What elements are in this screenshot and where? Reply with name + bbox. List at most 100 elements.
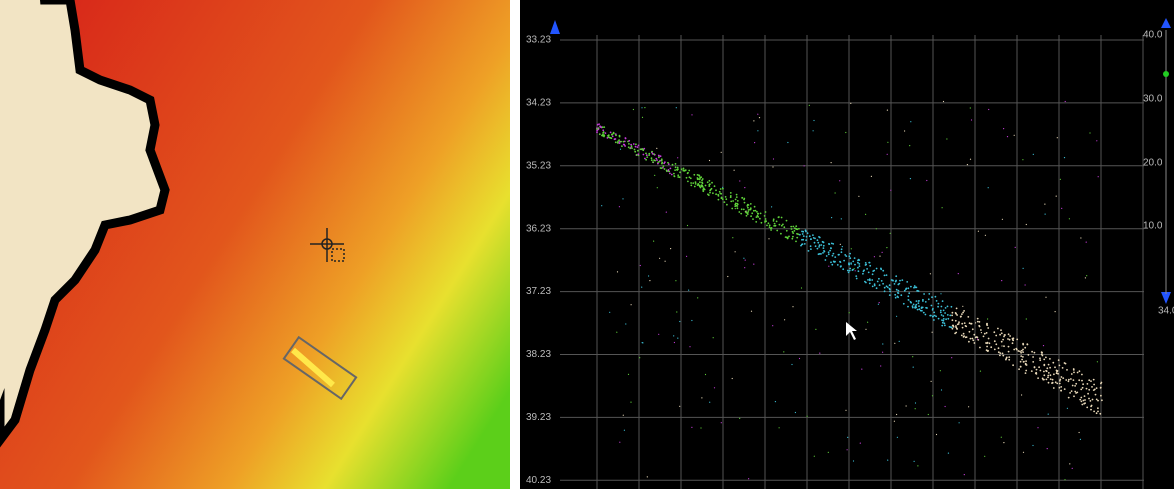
sounding-point (617, 142, 619, 144)
sounding-point (901, 279, 903, 281)
noise-point (851, 264, 852, 265)
sounding-point (1093, 411, 1095, 413)
sounding-point (894, 294, 896, 296)
noise-point (948, 453, 949, 454)
sounding-point (1012, 364, 1014, 366)
sounding-point (971, 323, 973, 325)
sounding-point (938, 318, 940, 320)
sounding-point (786, 220, 788, 222)
noise-point (910, 178, 911, 179)
sounding-point (952, 325, 954, 327)
sounding-point (895, 280, 897, 282)
sounding-point (947, 314, 949, 316)
noise-point (858, 196, 859, 197)
sounding-point (1052, 362, 1054, 364)
sounding-point (749, 209, 751, 211)
sounding-point (1002, 339, 1004, 341)
scale-marker[interactable] (1163, 71, 1169, 77)
sounding-point (1096, 412, 1098, 414)
sounding-point (1092, 399, 1094, 401)
sounding-point (607, 137, 609, 139)
sounding-point (962, 312, 964, 314)
sounding-point (812, 234, 814, 236)
sounding-point (782, 224, 784, 226)
sounding-point (803, 235, 805, 237)
noise-point (1045, 297, 1046, 298)
sounding-point (965, 336, 967, 338)
noise-point (783, 351, 784, 352)
sounding-point (780, 233, 782, 235)
noise-point (721, 152, 722, 153)
sounding-point (1016, 339, 1018, 341)
sounding-point (849, 270, 851, 272)
depth-label: 33.23 (526, 35, 551, 46)
sounding-point (699, 178, 701, 180)
sounding-point (961, 335, 963, 337)
noise-point (751, 311, 752, 312)
sounding-point (786, 230, 788, 232)
sounding-point (876, 287, 878, 289)
sounding-point (1009, 339, 1011, 341)
sounding-point (676, 169, 678, 171)
sounding-point (1052, 382, 1054, 384)
sounding-point (984, 333, 986, 335)
sounding-point (815, 245, 817, 247)
sounding-point (757, 216, 759, 218)
sounding-point (695, 183, 697, 185)
noise-point (619, 442, 620, 443)
noise-point (1001, 280, 1002, 281)
sounding-point (1019, 351, 1021, 353)
sounding-point (1001, 332, 1003, 334)
sounding-point (596, 131, 598, 133)
sounding-point (1079, 399, 1081, 401)
sounding-point (1097, 407, 1099, 409)
sounding-point (848, 272, 850, 274)
sounding-point (840, 261, 842, 263)
noise-point (831, 162, 832, 163)
sounding-point (829, 250, 831, 252)
sounding-point (886, 274, 888, 276)
noise-point (1061, 208, 1062, 209)
sounding-point (621, 145, 623, 147)
sounding-point (659, 160, 661, 162)
sounding-point (1096, 387, 1098, 389)
sounding-point (630, 144, 632, 146)
sounding-point (1025, 372, 1027, 374)
noise-point (887, 110, 888, 111)
noise-point (926, 180, 927, 181)
sounding-point (746, 215, 748, 217)
noise-point (912, 356, 913, 357)
sounding-point (708, 185, 710, 187)
depth-label: 35.23 (526, 160, 551, 171)
sounding-point (1020, 366, 1022, 368)
sounding-point (1087, 383, 1089, 385)
sounding-point (1048, 372, 1050, 374)
noise-point (962, 306, 963, 307)
sounding-point (854, 257, 856, 259)
sounding-point (1093, 384, 1095, 386)
noise-point (775, 401, 776, 402)
sounding-point (1043, 371, 1045, 373)
sounding-point (1077, 372, 1079, 374)
sounding-point (776, 221, 778, 223)
sounding-point (1001, 341, 1003, 343)
sounding-point (1042, 379, 1044, 381)
noise-point (617, 271, 618, 272)
sounding-point (721, 197, 723, 199)
noise-point (1022, 159, 1023, 160)
sounding-point (1081, 380, 1083, 382)
sounding-point (1099, 413, 1101, 415)
sounding-point (941, 319, 943, 321)
noise-point (642, 342, 643, 343)
sounding-point (688, 170, 690, 172)
noise-point (1055, 311, 1056, 312)
sounding-point (661, 167, 663, 169)
sounding-point (943, 310, 945, 312)
sounding-point (962, 327, 964, 329)
sounding-point (1039, 359, 1041, 361)
sounding-point (766, 225, 768, 227)
noise-point (648, 275, 649, 276)
noise-point (622, 198, 623, 199)
sounding-point (843, 260, 845, 262)
noise-point (679, 406, 680, 407)
